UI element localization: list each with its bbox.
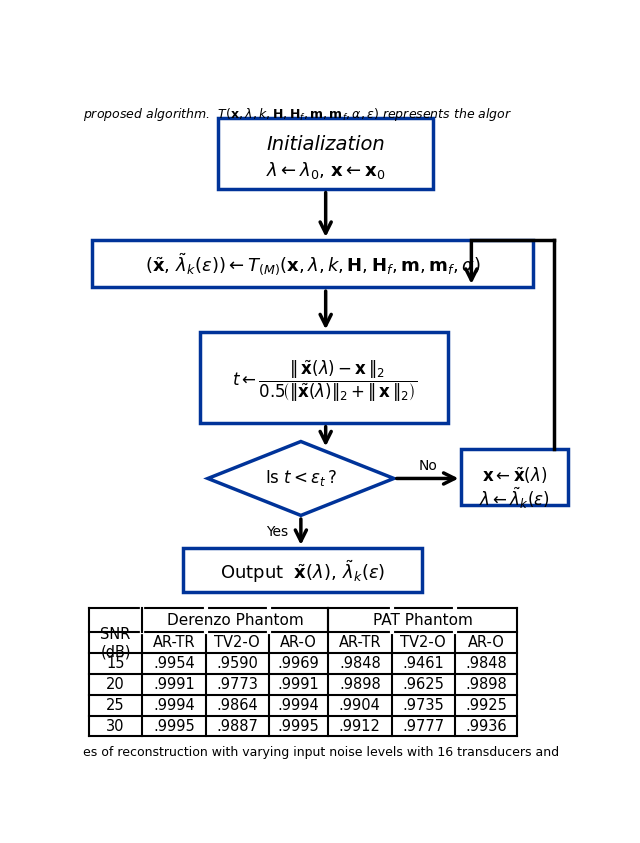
FancyBboxPatch shape: [92, 239, 533, 287]
Text: AR-TR: AR-TR: [339, 636, 381, 650]
Text: TV2-O: TV2-O: [401, 636, 446, 650]
Text: $(\tilde{\mathbf{x}},\, \tilde{\lambda}_k(\epsilon)) \leftarrow T_{(M)}(\mathbf{: $(\tilde{\mathbf{x}},\, \tilde{\lambda}_…: [145, 252, 481, 278]
Text: .9904: .9904: [339, 698, 381, 712]
Text: AR-O: AR-O: [468, 636, 504, 650]
FancyBboxPatch shape: [200, 332, 448, 423]
Text: .9954: .9954: [153, 656, 195, 671]
Text: $t \leftarrow \dfrac{\|\, \tilde{\mathbf{x}}(\lambda) - \mathbf{x}\,\|_2}{0.5\!\: $t \leftarrow \dfrac{\|\, \tilde{\mathbf…: [232, 357, 417, 404]
Text: .9777: .9777: [403, 718, 444, 733]
Text: $\lambda \leftarrow \tilde{\lambda}_k(\epsilon)$: $\lambda \leftarrow \tilde{\lambda}_k(\e…: [479, 486, 550, 512]
Text: .9991: .9991: [153, 677, 195, 692]
Text: $\!\!$proposed algorithm.  $T(\mathbf{x}, \lambda, k, \mathbf{H}, \mathbf{H}_f, : $\!\!$proposed algorithm. $T(\mathbf{x},…: [83, 105, 512, 123]
Text: .9969: .9969: [278, 656, 319, 671]
Text: .9898: .9898: [465, 677, 507, 692]
Polygon shape: [208, 442, 394, 515]
Text: .9912: .9912: [339, 718, 381, 733]
Text: 30: 30: [106, 718, 125, 733]
Text: 20: 20: [106, 677, 125, 692]
FancyBboxPatch shape: [218, 118, 433, 189]
FancyBboxPatch shape: [461, 449, 568, 505]
Text: 15: 15: [106, 656, 125, 671]
Text: .9936: .9936: [465, 718, 507, 733]
Text: .9925: .9925: [465, 698, 507, 712]
Text: Yes: Yes: [267, 525, 289, 540]
Text: es of reconstruction with varying input noise levels with 16 transducers and: es of reconstruction with varying input …: [83, 746, 559, 760]
Text: $\mathbf{x} \leftarrow \tilde{\mathbf{x}}(\lambda)$: $\mathbf{x} \leftarrow \tilde{\mathbf{x}…: [482, 466, 547, 486]
Text: Output  $\tilde{\mathbf{x}}(\lambda),\, \tilde{\lambda}_k(\epsilon)$: Output $\tilde{\mathbf{x}}(\lambda),\, \…: [220, 558, 385, 585]
Text: .9995: .9995: [153, 718, 195, 733]
Text: .9848: .9848: [465, 656, 507, 671]
Text: .9461: .9461: [403, 656, 444, 671]
Text: .9864: .9864: [216, 698, 258, 712]
Text: .9848: .9848: [339, 656, 381, 671]
Text: SNR
(dB): SNR (dB): [100, 626, 131, 659]
Text: .9994: .9994: [153, 698, 195, 712]
Text: .9735: .9735: [403, 698, 444, 712]
Text: .9887: .9887: [216, 718, 259, 733]
Text: Derenzo Phantom: Derenzo Phantom: [166, 613, 303, 628]
Text: .9898: .9898: [339, 677, 381, 692]
Text: .9995: .9995: [278, 718, 319, 733]
Text: PAT Phantom: PAT Phantom: [372, 613, 472, 628]
Text: .9773: .9773: [216, 677, 259, 692]
Text: Is $t < \epsilon_t\,$?: Is $t < \epsilon_t\,$?: [265, 469, 337, 488]
Text: $\lambda \leftarrow \lambda_0,\, \mathbf{x} \leftarrow \mathbf{x}_0$: $\lambda \leftarrow \lambda_0,\, \mathbf…: [266, 160, 385, 181]
FancyBboxPatch shape: [183, 548, 422, 593]
Text: 25: 25: [106, 698, 125, 712]
Text: No: No: [418, 459, 437, 473]
Text: Initialization: Initialization: [266, 135, 385, 154]
Text: AR-O: AR-O: [280, 636, 317, 650]
Text: AR-TR: AR-TR: [152, 636, 195, 650]
Text: .9590: .9590: [216, 656, 259, 671]
Text: .9625: .9625: [403, 677, 444, 692]
Text: .9994: .9994: [278, 698, 319, 712]
Text: .9991: .9991: [278, 677, 319, 692]
Text: TV2-O: TV2-O: [214, 636, 260, 650]
